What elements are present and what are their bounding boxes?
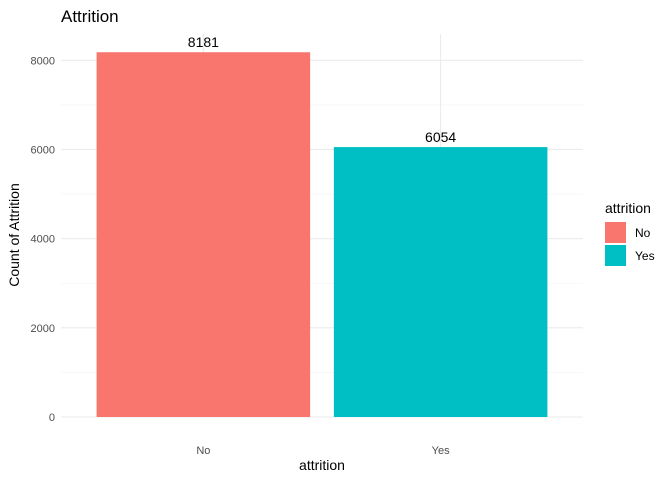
y-axis-title: Count of Attrition	[6, 183, 22, 287]
legend-swatch-no	[605, 222, 626, 243]
x-tick-label: No	[196, 445, 210, 457]
y-tick-label: 4000	[31, 234, 55, 246]
x-axis-tick-labels: No Yes	[196, 445, 450, 457]
x-axis-title: attrition	[299, 457, 345, 473]
bars	[96, 52, 548, 418]
bar-no	[96, 52, 311, 418]
bar-data-labels: 8181 6054	[188, 34, 457, 145]
y-tick-label: 0	[49, 412, 55, 424]
x-tick-label: Yes	[432, 445, 450, 457]
legend-label-no: No	[635, 226, 651, 240]
data-label-no: 8181	[188, 34, 219, 50]
legend-entries: No Yes	[605, 222, 655, 266]
y-tick-label: 6000	[31, 144, 55, 156]
legend: attrition No Yes	[605, 200, 655, 266]
legend-swatch-yes	[605, 245, 626, 266]
legend-title: attrition	[605, 200, 651, 216]
chart-title: Attrition	[61, 7, 119, 26]
y-tick-label: 8000	[31, 55, 55, 67]
legend-label-yes: Yes	[635, 249, 655, 263]
y-axis-tick-labels: 0 2000 4000 6000 8000	[31, 55, 55, 424]
data-label-yes: 6054	[425, 129, 456, 145]
y-tick-label: 2000	[31, 323, 55, 335]
bar-yes	[333, 147, 548, 417]
